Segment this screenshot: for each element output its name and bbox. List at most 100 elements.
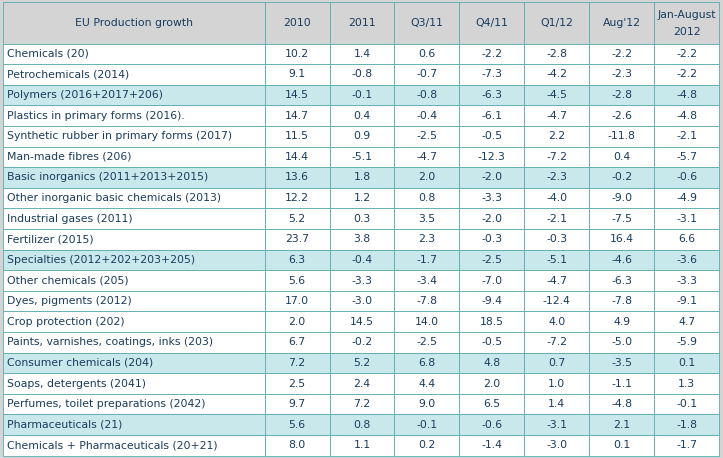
Bar xyxy=(3,229,265,250)
Bar xyxy=(265,85,330,105)
Text: -1.1: -1.1 xyxy=(611,379,632,388)
Text: -3.4: -3.4 xyxy=(416,276,437,285)
Bar xyxy=(524,291,589,311)
Text: 5.2: 5.2 xyxy=(288,214,306,224)
Bar xyxy=(654,44,719,64)
Text: 0.4: 0.4 xyxy=(613,152,630,162)
Bar xyxy=(330,250,395,270)
Bar xyxy=(654,353,719,373)
Bar xyxy=(459,394,524,414)
Bar xyxy=(654,414,719,435)
Text: -0.6: -0.6 xyxy=(482,420,502,430)
Bar xyxy=(524,64,589,85)
Bar xyxy=(459,229,524,250)
Bar xyxy=(589,353,654,373)
Bar xyxy=(459,85,524,105)
Text: 6.5: 6.5 xyxy=(483,399,500,409)
Bar xyxy=(265,2,330,44)
Bar xyxy=(395,332,459,353)
Text: Specialties (2012+202+203+205): Specialties (2012+202+203+205) xyxy=(7,255,195,265)
Text: -5.7: -5.7 xyxy=(676,152,697,162)
Bar xyxy=(589,291,654,311)
Bar xyxy=(589,311,654,332)
Text: 0.4: 0.4 xyxy=(354,111,371,120)
Bar xyxy=(589,85,654,105)
Text: 9.0: 9.0 xyxy=(419,399,435,409)
Text: 2010: 2010 xyxy=(283,18,311,28)
Text: -1.8: -1.8 xyxy=(676,420,697,430)
Text: -0.3: -0.3 xyxy=(482,234,502,244)
Bar xyxy=(330,126,395,147)
Bar xyxy=(330,167,395,188)
Text: -0.1: -0.1 xyxy=(676,399,697,409)
Bar xyxy=(459,147,524,167)
Bar xyxy=(654,229,719,250)
Bar xyxy=(524,85,589,105)
Bar xyxy=(395,353,459,373)
Text: 4.8: 4.8 xyxy=(483,358,500,368)
Bar xyxy=(459,44,524,64)
Bar xyxy=(589,414,654,435)
Text: 14.4: 14.4 xyxy=(285,152,309,162)
Text: 0.3: 0.3 xyxy=(354,214,371,224)
Text: -0.5: -0.5 xyxy=(482,131,502,141)
Bar xyxy=(395,208,459,229)
Bar xyxy=(3,105,265,126)
Bar xyxy=(3,147,265,167)
Text: -4.8: -4.8 xyxy=(611,399,632,409)
Text: 0.9: 0.9 xyxy=(354,131,371,141)
Text: -3.1: -3.1 xyxy=(547,420,568,430)
Bar xyxy=(3,270,265,291)
Text: -2.2: -2.2 xyxy=(676,70,697,79)
Bar xyxy=(654,373,719,394)
Text: 14.5: 14.5 xyxy=(350,317,374,327)
Bar xyxy=(459,105,524,126)
Bar xyxy=(459,208,524,229)
Bar xyxy=(330,291,395,311)
Text: -4.9: -4.9 xyxy=(676,193,697,203)
Text: -3.3: -3.3 xyxy=(482,193,502,203)
Text: -3.5: -3.5 xyxy=(611,358,632,368)
Text: -3.0: -3.0 xyxy=(546,441,568,450)
Bar xyxy=(395,2,459,44)
Bar xyxy=(589,44,654,64)
Bar xyxy=(330,353,395,373)
Text: -0.4: -0.4 xyxy=(416,111,437,120)
Bar xyxy=(3,208,265,229)
Bar xyxy=(3,2,265,44)
Bar xyxy=(3,394,265,414)
Text: 6.3: 6.3 xyxy=(288,255,306,265)
Bar xyxy=(589,105,654,126)
Bar xyxy=(589,394,654,414)
Text: -2.0: -2.0 xyxy=(482,173,502,182)
Bar xyxy=(395,126,459,147)
Bar xyxy=(3,64,265,85)
Text: 18.5: 18.5 xyxy=(480,317,504,327)
Text: -7.5: -7.5 xyxy=(611,214,632,224)
Bar xyxy=(3,332,265,353)
Bar xyxy=(3,353,265,373)
Bar xyxy=(330,414,395,435)
Bar xyxy=(589,435,654,456)
Bar xyxy=(654,332,719,353)
Bar xyxy=(524,311,589,332)
Text: 4.9: 4.9 xyxy=(613,317,630,327)
Bar xyxy=(265,311,330,332)
Bar xyxy=(3,373,265,394)
Bar xyxy=(524,126,589,147)
Bar xyxy=(330,208,395,229)
Text: -2.5: -2.5 xyxy=(416,338,437,347)
Bar xyxy=(395,435,459,456)
Text: 14.5: 14.5 xyxy=(285,90,309,100)
Text: -2.1: -2.1 xyxy=(547,214,568,224)
Bar xyxy=(589,332,654,353)
Text: Q3/11: Q3/11 xyxy=(411,18,443,28)
Bar xyxy=(524,147,589,167)
Text: -6.3: -6.3 xyxy=(611,276,632,285)
Text: -2.0: -2.0 xyxy=(482,214,502,224)
Bar xyxy=(265,64,330,85)
Bar xyxy=(3,85,265,105)
Text: 1.2: 1.2 xyxy=(354,193,371,203)
Bar xyxy=(330,64,395,85)
Text: Perfumes, toilet preparations (2042): Perfumes, toilet preparations (2042) xyxy=(7,399,206,409)
